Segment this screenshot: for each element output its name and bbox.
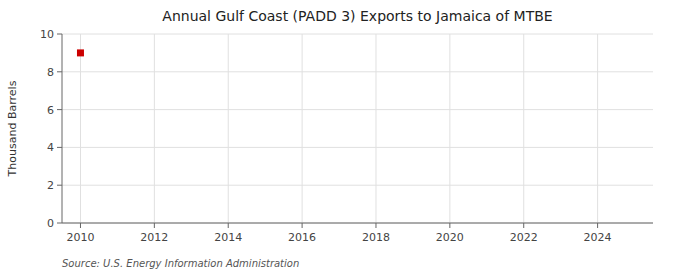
y-tick-label: 10 — [40, 28, 54, 41]
x-grid-line — [523, 34, 524, 223]
x-grid-line — [597, 34, 598, 223]
x-tick-label: 2020 — [436, 231, 464, 244]
grid — [62, 34, 653, 223]
data-points — [77, 49, 84, 56]
x-tick — [228, 223, 229, 228]
x-tick-label: 2010 — [66, 231, 94, 244]
y-grid-line — [62, 147, 653, 148]
y-tick-label: 8 — [47, 66, 54, 79]
y-grid-line — [62, 109, 653, 110]
y-grid-line — [62, 34, 653, 35]
x-axis-line — [62, 223, 653, 224]
y-axis-label: Thousand Barrels — [6, 80, 19, 177]
x-tick-label: 2018 — [362, 231, 390, 244]
y-tick-label: 4 — [47, 141, 54, 154]
x-grid-line — [302, 34, 303, 223]
x-tick — [449, 223, 450, 228]
x-grid-line — [228, 34, 229, 223]
x-grid-line — [449, 34, 450, 223]
y-grid-line — [62, 223, 653, 224]
y-tick — [57, 34, 62, 35]
y-tick — [57, 109, 62, 110]
chart-container: 2010 2012 2014 2016 2018 2020 2022 2024 0 2 4 6 8 10 A… — [0, 0, 675, 275]
x-tick-label: 2016 — [288, 231, 316, 244]
y-tick-label: 0 — [47, 217, 54, 230]
scatter-point — [77, 49, 84, 56]
x-tick — [154, 223, 155, 228]
chart-svg: 2010 2012 2014 2016 2018 2020 2022 2024 0 2 4 6 8 10 A… — [0, 0, 675, 275]
x-tick — [80, 223, 81, 228]
y-grid-line — [62, 185, 653, 186]
x-tick-label: 2022 — [510, 231, 538, 244]
y-tick — [57, 185, 62, 186]
x-tick-label: 2014 — [214, 231, 242, 244]
x-tick-label: 2012 — [140, 231, 168, 244]
x-grid-line — [80, 34, 81, 223]
y-tick-label: 6 — [47, 104, 54, 117]
x-tick — [302, 223, 303, 228]
y-axis-line — [62, 34, 63, 223]
axes: 2010 2012 2014 2016 2018 2020 2022 2024 0 2 4 6 8 10 — [40, 28, 653, 244]
y-tick — [57, 147, 62, 148]
y-grid-line — [62, 71, 653, 72]
y-tick-label: 2 — [47, 179, 54, 192]
x-grid-line — [375, 34, 376, 223]
x-grid-line — [154, 34, 155, 223]
x-tick — [523, 223, 524, 228]
x-tick — [375, 223, 376, 228]
chart-title: Annual Gulf Coast (PADD 3) Exports to Ja… — [162, 8, 552, 24]
x-tick-label: 2024 — [584, 231, 612, 244]
x-tick — [597, 223, 598, 228]
y-tick — [57, 71, 62, 72]
source-annotation: Source: U.S. Energy Information Administ… — [62, 258, 299, 269]
y-tick — [57, 223, 62, 224]
